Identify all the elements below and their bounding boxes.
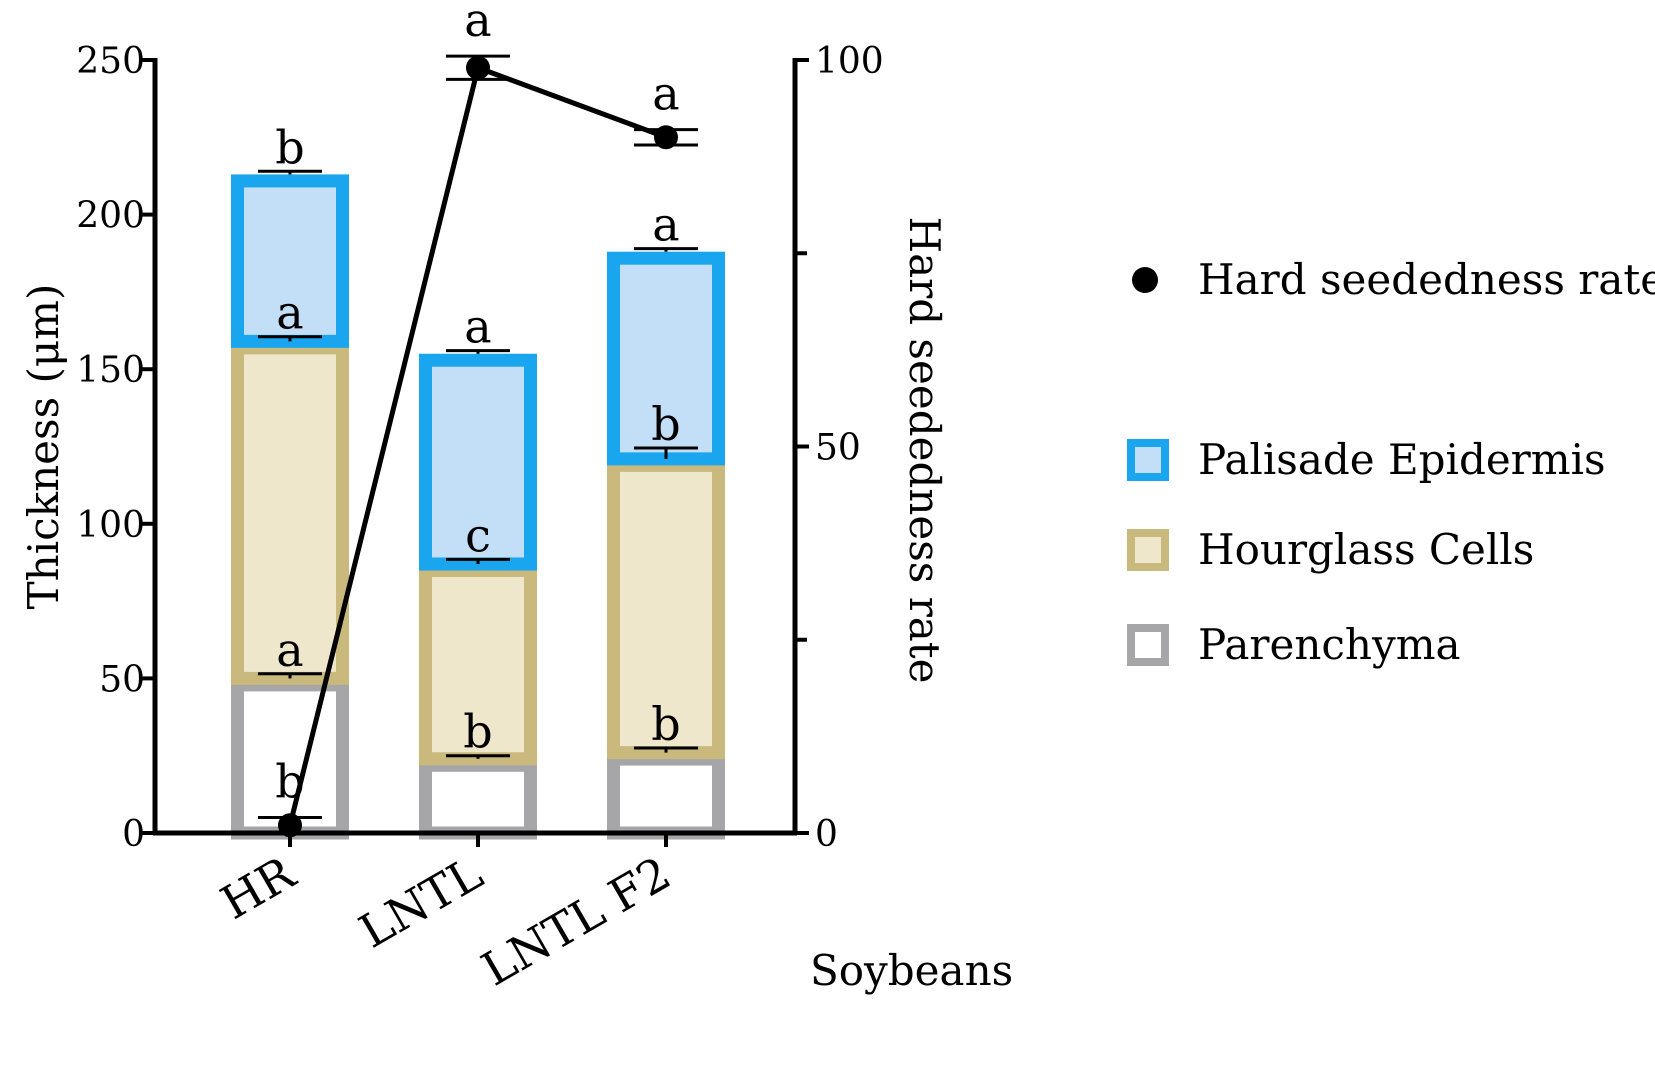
left-axis-tick-label: 0	[122, 814, 145, 855]
bar-segment-hourglass-cells-hr	[231, 341, 349, 685]
right-axis-tick-label: 50	[815, 428, 861, 469]
bar-segment-parenchyma-lntl	[419, 758, 537, 840]
legend-marker-hard-seededness-rate	[1132, 267, 1158, 293]
rate-point-lntl	[466, 55, 490, 80]
legend-swatch-parenchyma	[1127, 624, 1169, 666]
legend-swatch-palisade-epidermis	[1127, 439, 1169, 481]
category-label-lntl: LNTL	[350, 846, 491, 959]
left-axis-tick-label: 200	[76, 196, 145, 237]
right-axis-tick-label: 0	[815, 814, 838, 855]
left-axis-tick-label: 250	[76, 41, 145, 82]
category-label-lntl-f2: LNTL F2	[473, 846, 680, 997]
rate-significance-letter: a	[464, 0, 491, 47]
significance-letter: b	[463, 705, 492, 759]
left-axis-tick-label: 50	[99, 659, 145, 700]
significance-letter: a	[652, 198, 679, 252]
bar-segment-hourglass-cells-lntl-f2	[607, 458, 725, 760]
legend-label-palisade-epidermis: Palisade Epidermis	[1198, 435, 1606, 484]
significance-letter: a	[276, 623, 303, 677]
legend-label-hourglass-cells: Hourglass Cells	[1198, 525, 1534, 574]
right-axis-tick-label: 100	[815, 41, 884, 82]
legend-label-parenchyma: Parenchyma	[1198, 620, 1461, 669]
legend-swatch-hourglass-cells	[1127, 529, 1169, 571]
bar-segment-palisade-epidermis-lntl	[419, 353, 537, 571]
rate-significance-letter: b	[275, 755, 304, 809]
significance-letter: a	[464, 300, 491, 354]
left-axis-title: Thickness (μm)	[19, 284, 68, 610]
legend-label-hard-seededness-rate: Hard seededness rate	[1198, 255, 1655, 304]
significance-letter: b	[651, 397, 680, 451]
legend: Hard seededness rate Palisade Epidermis Ho…	[1127, 255, 1655, 669]
axes-layer	[141, 58, 809, 847]
x-axis-title: Soybeans	[810, 946, 1013, 995]
significance-letter: a	[276, 286, 303, 340]
left-axis-tick-label: 150	[76, 350, 145, 391]
bar-segment-parenchyma-lntl-f2	[607, 752, 725, 840]
significance-letter: b	[275, 120, 304, 174]
rate-significance-letter: a	[652, 67, 679, 121]
significance-letter: c	[465, 508, 491, 562]
significance-letter: b	[651, 697, 680, 751]
rate-point-lntl-f2	[654, 125, 678, 150]
error-bars-layer	[258, 169, 698, 759]
category-label-hr: HR	[212, 845, 305, 930]
right-axis-title: Hard seededness rate	[900, 216, 949, 683]
left-axis-tick-label: 100	[76, 505, 145, 546]
